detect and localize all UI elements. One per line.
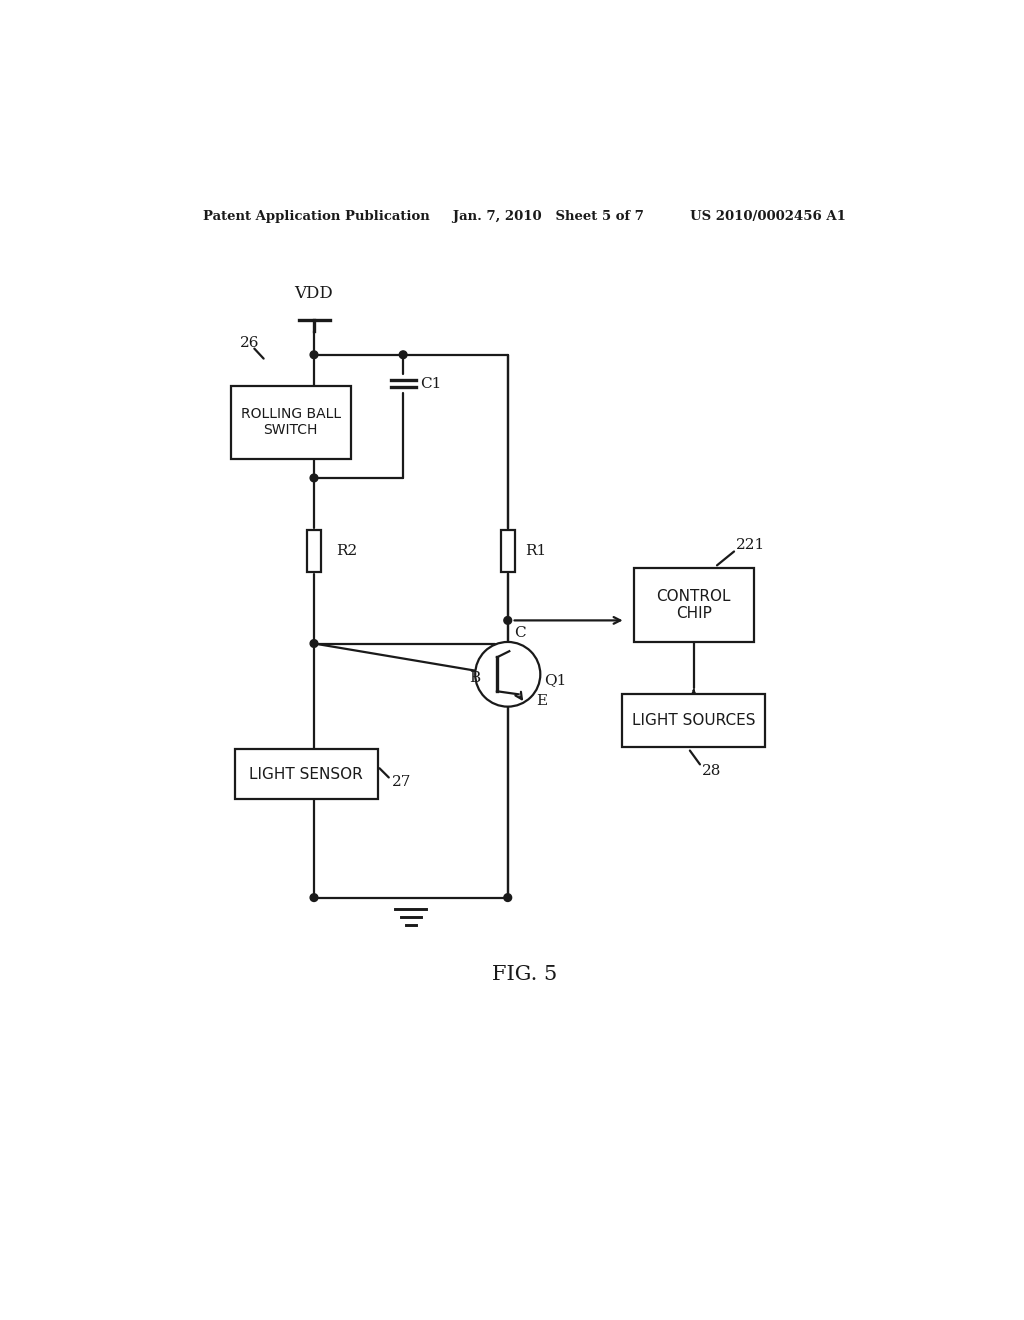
Circle shape xyxy=(310,351,317,359)
Text: Q1: Q1 xyxy=(544,673,566,688)
Circle shape xyxy=(504,616,512,624)
Bar xyxy=(622,693,765,747)
Circle shape xyxy=(504,894,512,902)
Circle shape xyxy=(399,351,407,359)
Text: CONTROL
CHIP: CONTROL CHIP xyxy=(656,589,731,622)
Text: Patent Application Publication     Jan. 7, 2010   Sheet 5 of 7          US 2010/: Patent Application Publication Jan. 7, 2… xyxy=(204,210,846,223)
Text: LIGHT SOURCES: LIGHT SOURCES xyxy=(632,713,756,729)
Circle shape xyxy=(310,894,317,902)
Text: 221: 221 xyxy=(736,539,766,552)
Text: VDD: VDD xyxy=(295,285,334,302)
Text: FIG. 5: FIG. 5 xyxy=(493,965,557,985)
Text: E: E xyxy=(537,694,548,709)
Text: LIGHT SENSOR: LIGHT SENSOR xyxy=(250,767,364,781)
Circle shape xyxy=(475,642,541,706)
Text: B: B xyxy=(470,671,480,685)
Circle shape xyxy=(310,474,317,482)
Text: C: C xyxy=(514,626,525,640)
Text: 26: 26 xyxy=(241,337,260,350)
Text: 28: 28 xyxy=(701,763,721,777)
Circle shape xyxy=(310,640,317,647)
Text: R1: R1 xyxy=(524,544,546,558)
Text: ROLLING BALL
SWITCH: ROLLING BALL SWITCH xyxy=(241,407,341,437)
Text: R2: R2 xyxy=(336,544,357,558)
Bar xyxy=(307,529,321,573)
Bar xyxy=(234,750,378,800)
Text: 27: 27 xyxy=(392,775,412,789)
Bar xyxy=(634,569,754,642)
Bar xyxy=(230,385,351,459)
Bar xyxy=(501,529,515,573)
Text: C1: C1 xyxy=(420,376,441,391)
